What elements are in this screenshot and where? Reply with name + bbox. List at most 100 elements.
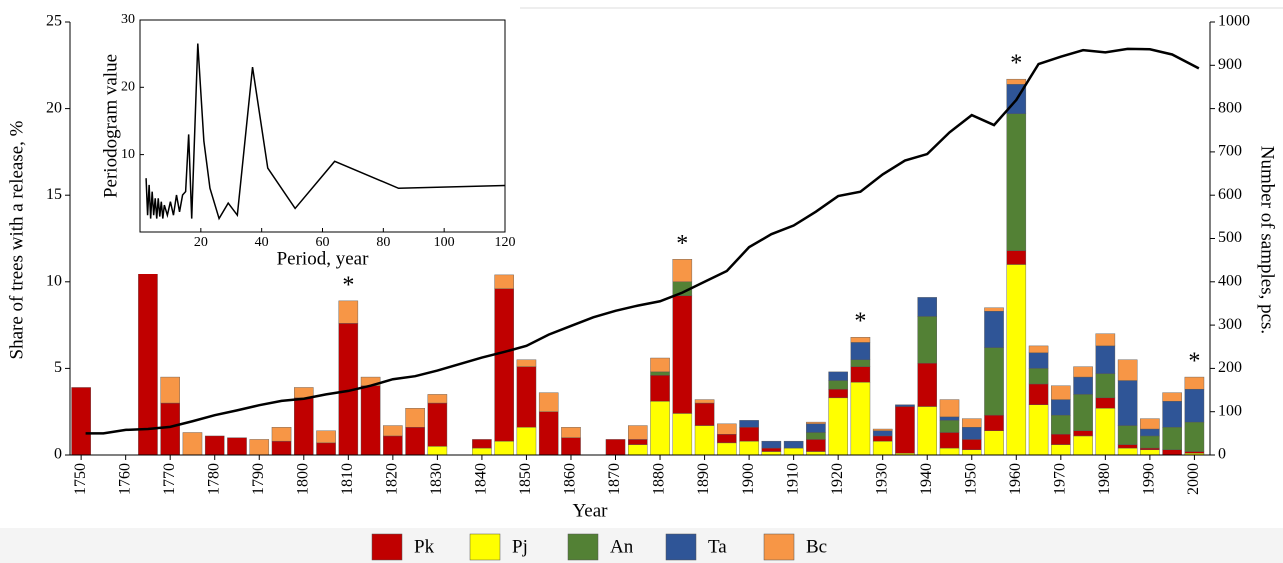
x-tick-label: 1810 — [339, 463, 356, 495]
bar-segment — [895, 406, 915, 454]
bar-segment — [694, 402, 715, 426]
y2-tick-label: 1000 — [1218, 13, 1250, 30]
bar-segment — [739, 420, 759, 428]
bar-segment — [538, 411, 559, 456]
x-tick-label: 1990 — [1141, 463, 1158, 495]
bar-segment — [204, 435, 225, 456]
legend-swatch — [665, 533, 697, 561]
bar-segment — [961, 449, 982, 456]
x-tick-label: 1770 — [161, 463, 178, 495]
bar-segment — [472, 447, 492, 456]
bar-segment — [405, 427, 425, 456]
bar-segment — [561, 427, 581, 438]
y2-tick-label: 500 — [1218, 229, 1242, 246]
bar-segment — [1051, 399, 1071, 416]
legend-swatch — [567, 533, 599, 561]
bar-segment — [561, 437, 581, 456]
bar-segment — [1095, 408, 1116, 456]
inset-y-axis-label: Periodogram value — [100, 54, 121, 198]
bar-segment — [1095, 345, 1116, 374]
legend-swatch — [469, 533, 501, 561]
legend-swatch — [371, 533, 403, 561]
bar-segment — [650, 371, 670, 376]
bar-segment — [138, 259, 158, 456]
bar-segment — [1140, 435, 1160, 449]
bar-segment — [627, 439, 648, 445]
bar-segment — [516, 366, 537, 428]
bar-segment — [1028, 345, 1049, 354]
bar-segment — [1028, 383, 1049, 405]
bar-segment — [494, 274, 514, 289]
bar-segment — [961, 439, 982, 451]
x-tick-label: 1880 — [651, 463, 668, 495]
bar-segment — [405, 408, 425, 428]
x-tick-label: 1960 — [1007, 463, 1024, 495]
bar-segment — [917, 363, 938, 407]
bar-segment — [850, 382, 871, 456]
x-tick-label: 1780 — [205, 463, 222, 495]
bar-segment — [917, 297, 938, 317]
x-tick-label: 1760 — [116, 463, 133, 495]
bar-segment — [1117, 425, 1138, 445]
x-tick-label: 1840 — [473, 463, 490, 495]
bar-segment — [1162, 427, 1182, 451]
bar-segment — [1073, 394, 1093, 431]
x-tick-label: 1900 — [740, 463, 757, 495]
bar-segment — [761, 451, 782, 456]
bar-segment — [917, 316, 938, 364]
y-tick-label: 10 — [46, 272, 62, 289]
bar-segment — [828, 371, 848, 381]
bar-segment — [961, 418, 982, 428]
bar-segment — [828, 397, 848, 456]
annotation: * — [676, 231, 688, 257]
bar-segment — [182, 432, 203, 456]
inset-x-tick-label: 40 — [255, 235, 269, 250]
x-tick-label: 2000 — [1185, 463, 1202, 495]
bar-segment — [939, 420, 960, 433]
bar-segment — [427, 446, 448, 456]
bar-segment — [650, 375, 670, 402]
x-tick-label: 1830 — [428, 463, 445, 495]
bar-segment — [783, 440, 804, 449]
bar-segment — [961, 427, 982, 440]
y-axis-label: Share of trees with a release, % — [6, 120, 27, 359]
bar-segment — [516, 427, 537, 456]
bar-segment — [1095, 373, 1116, 399]
bar-segment — [806, 451, 826, 456]
bar-segment — [1006, 78, 1027, 85]
y-tick-label: 25 — [46, 13, 62, 30]
inset-x-tick-label: 20 — [194, 235, 208, 250]
bar-segment — [605, 439, 626, 456]
bar-segment — [249, 439, 270, 456]
bar-segment — [1073, 376, 1093, 395]
bar-segment — [1051, 444, 1071, 456]
bar-segment — [1117, 380, 1138, 426]
bar-segment — [850, 359, 871, 367]
legend-label: Ta — [708, 536, 727, 557]
bar-segment — [872, 435, 893, 442]
bar-segment — [1095, 333, 1116, 347]
bar-segment — [1162, 392, 1182, 402]
bar-segment — [1006, 250, 1027, 265]
x-tick-label: 1970 — [1051, 463, 1068, 495]
x-tick-label: 1850 — [517, 463, 534, 495]
bar-segment — [360, 385, 381, 456]
bar-segment — [538, 392, 559, 412]
bar-segment — [850, 337, 871, 343]
y2-tick-label: 100 — [1218, 402, 1242, 419]
bar-segment — [1184, 376, 1205, 390]
bar-segment — [650, 357, 670, 373]
bar-segment — [939, 447, 960, 456]
y2-tick-label: 0 — [1218, 446, 1226, 463]
bar-segment — [1140, 449, 1160, 456]
x-tick-label: 1890 — [695, 463, 712, 495]
inset-x-tick-label: 60 — [316, 235, 330, 250]
main-plot: ******0510152025010020030040050060070080… — [6, 13, 1278, 561]
bar-segment — [984, 311, 1004, 348]
bar-segment — [984, 414, 1004, 431]
bar-segment — [1051, 434, 1071, 445]
inset-y-tick-label: 10 — [121, 147, 135, 162]
inset-x-axis-label: Period, year — [277, 248, 369, 269]
bar-segment — [427, 402, 448, 447]
x-tick-label: 1920 — [829, 463, 846, 495]
